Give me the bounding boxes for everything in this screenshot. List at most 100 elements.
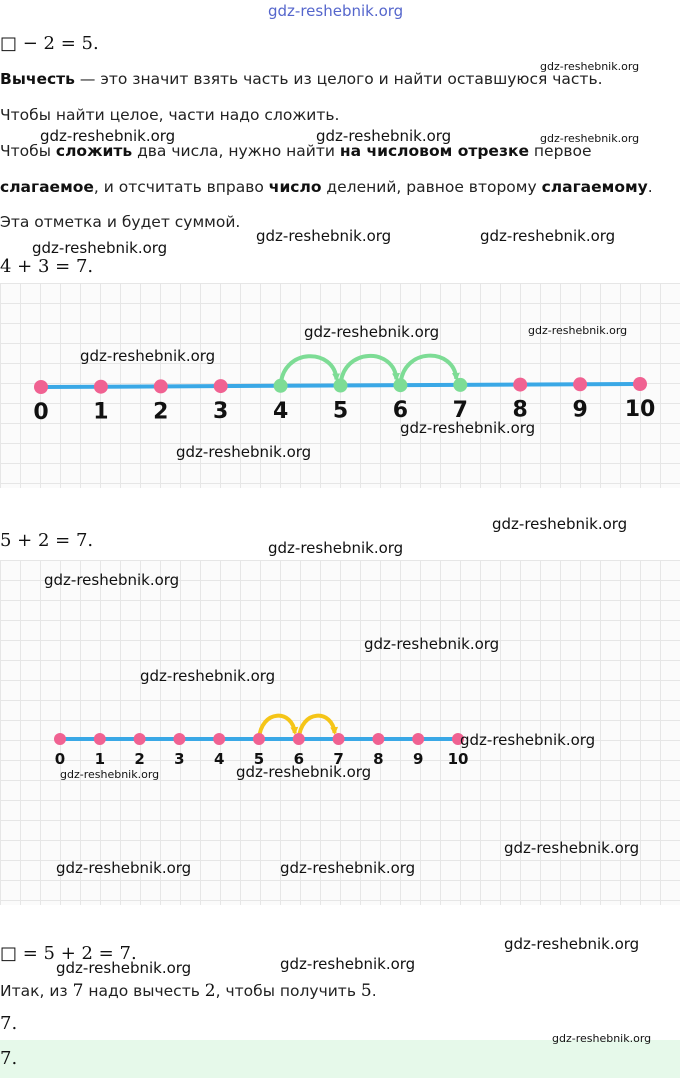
tick-label: 9 <box>413 750 423 768</box>
tick-point <box>153 379 168 394</box>
tick-label: 2 <box>153 399 168 424</box>
text-fragment: . <box>371 982 377 1000</box>
watermark-top: gdz-reshebnik.org <box>268 2 404 20</box>
jump-arc <box>296 713 339 740</box>
rule-sum: Эта отметка и будет суммой. <box>0 213 241 231</box>
equation-five-plus-two: 5 + 2 = 7. <box>0 530 94 551</box>
definition-text: — это значит взять часть из целого и най… <box>74 70 603 88</box>
watermark: gdz-reshebnik.org <box>316 127 452 145</box>
equation-four-plus-three: 4 + 3 = 7. <box>0 256 94 277</box>
watermark: gdz-reshebnik.org <box>140 667 276 685</box>
watermark: gdz-reshebnik.org <box>80 347 216 365</box>
tick-point <box>372 733 385 745</box>
tick-label: 0 <box>55 750 65 768</box>
number-two: 2 <box>204 981 216 1001</box>
term-number-line: на числовом отрезке <box>339 142 529 160</box>
tick-point <box>633 377 647 391</box>
watermark: gdz-reshebnik.org <box>504 935 640 953</box>
term-number: число <box>268 178 322 196</box>
tick-label: 3 <box>213 399 228 424</box>
text-fragment: Итак, из <box>0 982 73 1000</box>
conclusion: Итак, из 7 надо вычесть 2, чтобы получит… <box>0 981 377 1001</box>
jump-arc <box>257 713 299 740</box>
watermark: gdz-reshebnik.org <box>304 323 440 341</box>
tick-label: 4 <box>214 750 224 768</box>
answer-box: 7. <box>0 1040 680 1078</box>
tick-label: 7 <box>453 398 468 423</box>
tick-label: 6 <box>294 750 304 768</box>
tick-point <box>453 377 468 392</box>
tick-label: 4 <box>273 399 288 424</box>
tick-label: 0 <box>33 400 48 425</box>
text-fragment: два числа, нужно найти <box>132 142 340 160</box>
watermark: gdz-reshebnik.org <box>480 227 616 245</box>
watermark: gdz-reshebnik.org <box>528 324 628 337</box>
tick-label: 8 <box>373 750 383 768</box>
equation-blank-minus-two: □ − 2 = 5. <box>0 33 99 54</box>
answer-value: 7. <box>0 1048 18 1069</box>
number-seven: 7 <box>72 981 84 1001</box>
number-line-2: 0 1 2 3 4 5 6 7 8 9 10 <box>54 713 468 768</box>
watermark: gdz-reshebnik.org <box>236 763 372 781</box>
rule-add-line1: Чтобы сложить два числа, нужно найти на … <box>0 142 592 160</box>
number-five: 5 <box>360 981 372 1001</box>
term-add: сложить <box>55 142 133 160</box>
watermark: gdz-reshebnik.org <box>540 132 640 145</box>
answer-line: 7. <box>0 1013 18 1034</box>
tick-label: 1 <box>95 750 105 768</box>
tick-label: 10 <box>625 397 656 422</box>
watermark: gdz-reshebnik.org <box>44 571 180 589</box>
watermark: gdz-reshebnik.org <box>32 239 168 257</box>
tick-point <box>34 380 48 394</box>
watermark: gdz-reshebnik.org <box>40 127 176 145</box>
tick-point <box>253 733 265 745</box>
text-fragment: , и отсчитать вправо <box>93 178 269 196</box>
watermark: gdz-reshebnik.org <box>280 955 416 973</box>
tick-point <box>213 379 228 394</box>
tick-label: 5 <box>254 750 264 768</box>
tick-label: 8 <box>513 398 528 423</box>
tick-point <box>573 377 588 392</box>
tick-point <box>133 733 146 745</box>
tick-point <box>452 733 464 745</box>
tick-point <box>54 733 66 745</box>
tick-point <box>412 733 425 745</box>
tick-point <box>292 733 305 745</box>
tick-point <box>273 378 288 393</box>
text-fragment: делений, равное второму <box>321 178 542 196</box>
watermark: gdz-reshebnik.org <box>256 227 392 245</box>
tick-point <box>93 733 106 745</box>
definition-subtract: Вычесть — это значит взять часть из цело… <box>0 70 603 88</box>
watermark: gdz-reshebnik.org <box>400 419 536 437</box>
text-fragment: Чтобы <box>0 142 56 160</box>
equation-blank-result: □ = 5 + 2 = 7. <box>0 943 137 964</box>
tick-point <box>332 733 345 745</box>
tick-label: 9 <box>572 397 587 422</box>
tick-label: 5 <box>333 399 348 424</box>
jump-arc <box>398 353 460 386</box>
watermark: gdz-reshebnik.org <box>552 1032 652 1045</box>
rule-add-line2: слагаемое, и отсчитать вправо число деле… <box>0 178 653 196</box>
term-subtract: Вычесть <box>0 70 75 88</box>
text-fragment: первое <box>528 142 592 160</box>
tick-point <box>393 378 408 393</box>
watermark: gdz-reshebnik.org <box>176 443 312 461</box>
tick-label: 7 <box>333 750 343 768</box>
tick-label: 3 <box>174 750 184 768</box>
tick-label: 6 <box>393 398 408 423</box>
tick-point <box>333 378 348 393</box>
watermark: gdz-reshebnik.org <box>492 515 628 533</box>
tick-point <box>213 733 226 745</box>
rule-whole: Чтобы найти целое, части надо сложить. <box>0 106 340 124</box>
watermark: gdz-reshebnik.org <box>504 839 640 857</box>
watermark: gdz-reshebnik.org <box>364 635 500 653</box>
watermark: gdz-reshebnik.org <box>460 731 596 749</box>
grid-panel-2: 0 1 2 3 4 5 6 7 8 9 10 <box>0 560 680 905</box>
text-fragment: . <box>647 178 653 196</box>
watermark: gdz-reshebnik.org <box>56 959 192 977</box>
watermark: gdz-reshebnik.org <box>540 60 640 73</box>
jump-arc <box>278 354 341 387</box>
text-fragment: , чтобы получить <box>215 982 361 1000</box>
watermark: gdz-reshebnik.org <box>60 768 160 781</box>
term-addend: слагаемое <box>0 178 94 196</box>
